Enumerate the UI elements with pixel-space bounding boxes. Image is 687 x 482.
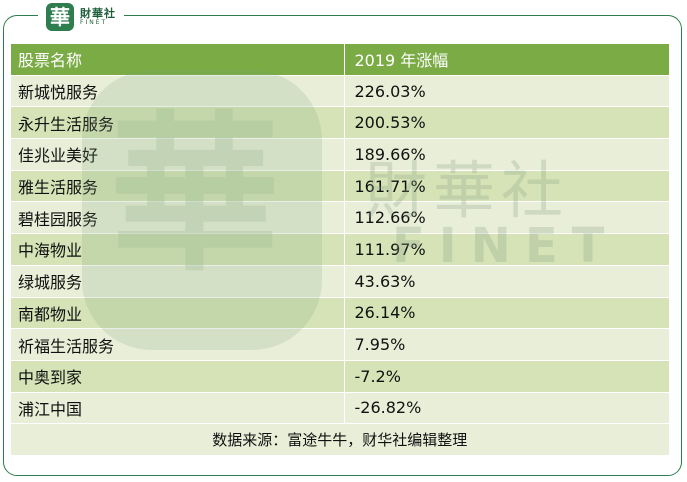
table-row: 碧桂园服务 112.66%: [11, 201, 670, 235]
header-stock-name: 股票名称: [11, 44, 345, 76]
gain-cell: 26.14%: [344, 297, 670, 330]
stock-name-cell: 雅生活服务: [11, 170, 345, 203]
gain-cell: -26.82%: [344, 392, 670, 425]
table-row: 祈福生活服务 7.95%: [11, 328, 670, 361]
stock-name-cell: 祈福生活服务: [11, 328, 345, 361]
logo-mark-icon: 華: [46, 3, 74, 31]
stock-gain-table: 股票名称 2019 年涨幅 新城悦服务 226.03% 永升生活服务 200.5…: [11, 44, 670, 456]
gain-cell: 200.53%: [344, 106, 670, 140]
gain-cell: 111.97%: [344, 233, 670, 266]
stock-name-cell: 浦江中国: [11, 392, 345, 425]
header-2019-gain: 2019 年涨幅: [344, 44, 670, 76]
source-row: 数据来源：富途牛牛，财华社编辑整理: [11, 423, 670, 456]
gain-cell: 7.95%: [344, 328, 670, 361]
gain-cell: -7.2%: [344, 360, 670, 393]
table-row: 中奥到家 -7.2%: [11, 360, 670, 393]
stock-name-cell: 碧桂园服务: [11, 201, 345, 235]
table-row: 南都物业 26.14%: [11, 297, 670, 330]
stock-name-cell: 绿城服务: [11, 265, 345, 298]
table-row: 绿城服务 43.63%: [11, 265, 670, 298]
table-row: 雅生活服务 161.71%: [11, 170, 670, 203]
stock-name-cell: 新城悦服务: [11, 75, 345, 108]
table-header-row: 股票名称 2019 年涨幅: [11, 44, 670, 76]
source-note: 数据来源：富途牛牛，财华社编辑整理: [11, 423, 670, 456]
table-row: 永升生活服务 200.53%: [11, 106, 670, 140]
stock-name-cell: 中海物业: [11, 233, 345, 266]
finet-logo: 華 財華社 FINET: [38, 2, 124, 32]
table-row: 新城悦服务 226.03%: [11, 75, 670, 108]
logo-text: 財華社 FINET: [80, 8, 116, 26]
table-row: 佳兆业美好 189.66%: [11, 138, 670, 171]
gain-cell: 226.03%: [344, 75, 670, 108]
table-row: 中海物业 111.97%: [11, 233, 670, 266]
stock-name-cell: 佳兆业美好: [11, 138, 345, 171]
logo-name-cn: 財華社: [80, 7, 116, 20]
table-row: 浦江中国 -26.82%: [11, 392, 670, 425]
gain-cell: 43.63%: [344, 265, 670, 298]
gain-cell: 189.66%: [344, 138, 670, 171]
gain-cell: 112.66%: [344, 201, 670, 235]
logo-name-en: FINET: [80, 19, 108, 26]
stock-name-cell: 中奥到家: [11, 360, 345, 393]
card-frame: [3, 15, 682, 476]
stock-name-cell: 南都物业: [11, 297, 345, 330]
gain-cell: 161.71%: [344, 170, 670, 203]
stock-name-cell: 永升生活服务: [11, 106, 345, 140]
